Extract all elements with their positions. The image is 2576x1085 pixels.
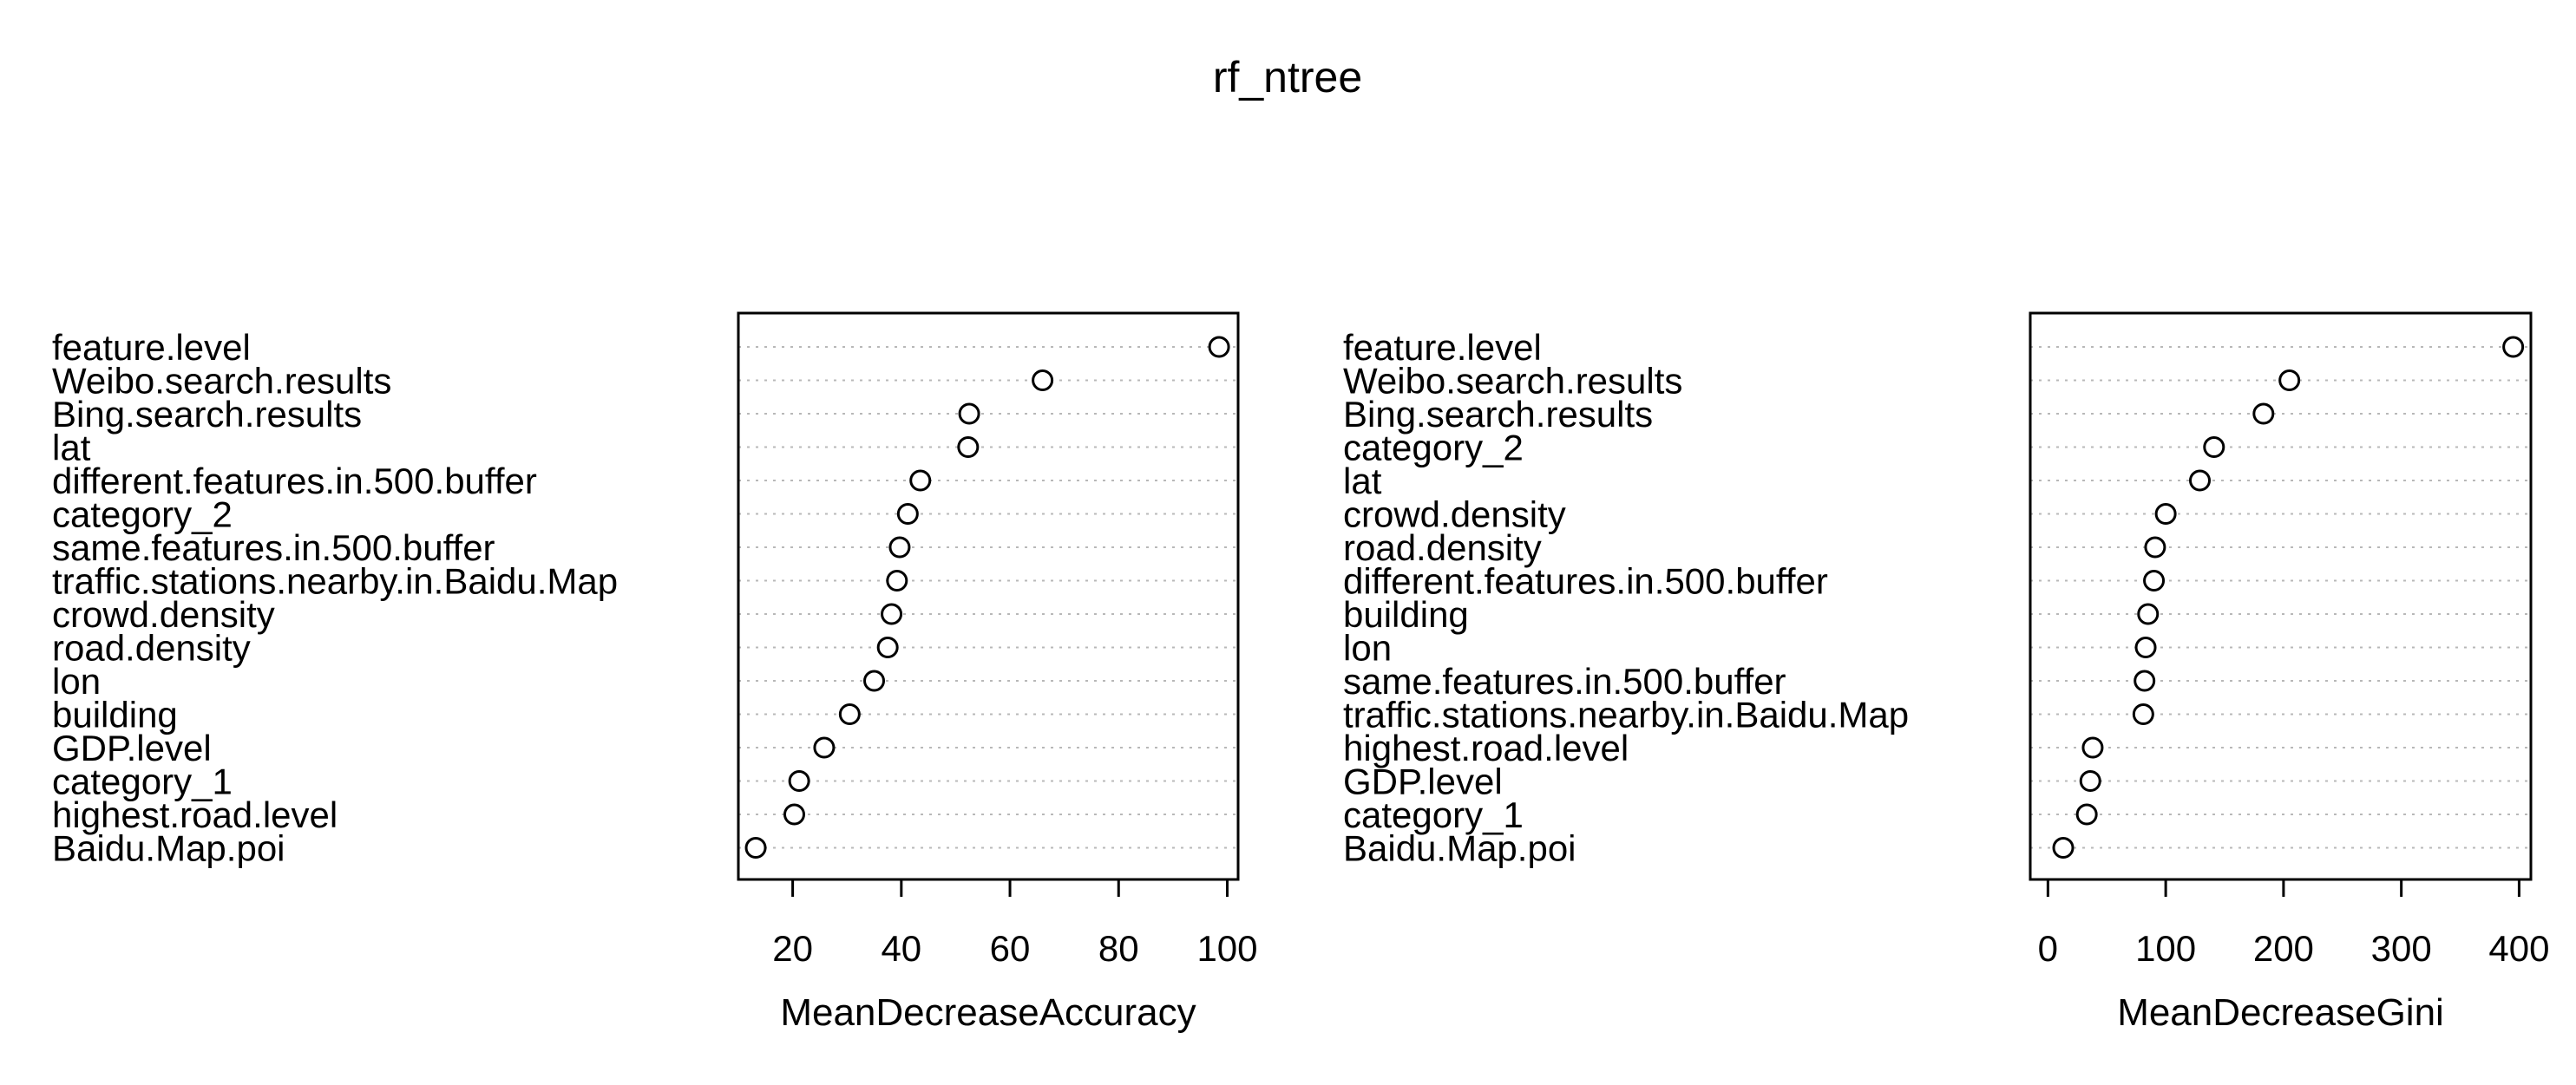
data-point xyxy=(1208,336,1230,358)
category-label: highest.road.level xyxy=(1343,728,1629,768)
data-point xyxy=(2278,369,2301,391)
data-point xyxy=(2252,402,2275,425)
data-point xyxy=(2203,436,2225,458)
data-point xyxy=(886,570,908,592)
category-label: different.features.in.500.buffer xyxy=(1343,561,1828,602)
category-label: lon xyxy=(52,661,101,702)
x-tick-label: 80 xyxy=(1098,928,1139,969)
data-point xyxy=(2134,670,2156,692)
data-point xyxy=(909,469,932,492)
category-label: building xyxy=(1343,594,1469,635)
data-point xyxy=(2502,336,2525,358)
category-label: category_2 xyxy=(1343,428,1524,468)
data-point xyxy=(813,736,836,759)
category-label: GDP.level xyxy=(1343,761,1503,802)
data-point xyxy=(2134,637,2157,658)
category-label: highest.road.level xyxy=(52,794,338,835)
x-tick-label: 0 xyxy=(2038,928,2058,969)
data-point xyxy=(2137,603,2160,625)
data-point xyxy=(2079,770,2101,792)
x-tick-label: 200 xyxy=(2253,928,2314,969)
category-label: Weibo.search.results xyxy=(52,361,391,402)
data-point xyxy=(2144,536,2166,559)
category-label: different.features.in.500.buffer xyxy=(52,461,537,501)
category-label: lon xyxy=(1343,628,1392,669)
category-label: traffic.stations.nearby.in.Baidu.Map xyxy=(52,561,618,602)
data-point xyxy=(881,603,903,625)
category-label: crowd.density xyxy=(52,594,275,635)
x-axis-label: MeanDecreaseAccuracy xyxy=(780,991,1196,1034)
category-label: GDP.level xyxy=(52,728,212,768)
data-point xyxy=(957,436,980,458)
category-label: lat xyxy=(52,428,91,468)
data-point xyxy=(2132,703,2154,725)
category-label: Bing.search.results xyxy=(1343,394,1653,435)
data-point xyxy=(958,402,980,425)
category-label: category_2 xyxy=(52,494,233,535)
category-label: Weibo.search.results xyxy=(1343,361,1682,402)
category-label: Baidu.Map.poi xyxy=(1343,828,1576,869)
category-label: road.density xyxy=(1343,527,1542,568)
category-label: same.features.in.500.buffer xyxy=(52,527,495,568)
data-point xyxy=(2081,736,2104,759)
x-tick-label: 100 xyxy=(2135,928,2196,969)
data-point xyxy=(838,703,861,725)
x-tick-label: 40 xyxy=(881,928,921,969)
data-point xyxy=(2154,503,2177,525)
category-label: feature.level xyxy=(1343,327,1542,368)
category-label: building xyxy=(52,695,178,735)
data-point xyxy=(783,803,805,826)
data-point xyxy=(876,637,899,658)
category-label: category_1 xyxy=(1343,794,1524,835)
x-tick-label: 400 xyxy=(2488,928,2549,969)
category-label: Baidu.Map.poi xyxy=(52,828,285,869)
category-label: traffic.stations.nearby.in.Baidu.Map xyxy=(1343,695,1909,735)
x-tick-label: 100 xyxy=(1196,928,1257,969)
x-tick-label: 20 xyxy=(772,928,813,969)
x-axis-label: MeanDecreaseGini xyxy=(2117,991,2444,1034)
category-label: category_1 xyxy=(52,761,233,802)
plot-frame xyxy=(2029,311,2533,881)
category-label: crowd.density xyxy=(1343,494,1566,535)
plot-frame xyxy=(737,311,1240,881)
data-point xyxy=(2052,837,2075,859)
data-point xyxy=(863,670,886,692)
data-point xyxy=(1032,369,1054,391)
panel-mean-decrease-gini: feature.levelWeibo.search.resultsBing.se… xyxy=(1343,311,2549,1034)
data-point xyxy=(788,770,810,792)
category-label: lat xyxy=(1343,461,1382,501)
data-point xyxy=(888,536,911,559)
x-tick-label: 300 xyxy=(2371,928,2432,969)
data-point xyxy=(2143,570,2166,592)
data-point xyxy=(744,837,767,859)
data-point xyxy=(2189,469,2212,492)
category-label: Bing.search.results xyxy=(52,394,362,435)
data-point xyxy=(896,503,919,525)
x-tick-label: 60 xyxy=(990,928,1031,969)
category-label: same.features.in.500.buffer xyxy=(1343,661,1786,702)
data-point xyxy=(2075,803,2098,826)
category-label: road.density xyxy=(52,628,251,669)
panel-mean-decrease-accuracy: feature.levelWeibo.search.resultsBing.se… xyxy=(52,311,1258,1034)
category-label: feature.level xyxy=(52,327,251,368)
chart-title: rf_ntree xyxy=(1213,53,1362,101)
